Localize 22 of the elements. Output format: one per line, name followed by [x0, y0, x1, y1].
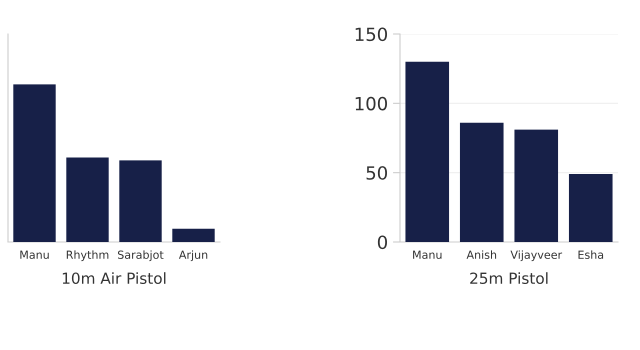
bar	[514, 130, 558, 242]
x-tick-label: Arjun	[178, 250, 208, 262]
y-tick-label: 50	[366, 166, 387, 180]
y-tick-label: 150	[356, 27, 387, 42]
bar	[119, 160, 162, 242]
x-tick-label: Sarabjot	[118, 250, 164, 262]
bar	[568, 174, 613, 242]
bar	[172, 228, 215, 242]
bar	[66, 158, 109, 242]
x-tick-label: Manu	[413, 250, 442, 259]
x-tick-label: Esha	[578, 250, 604, 259]
bar	[13, 84, 56, 242]
x-tick-label: Rhythm	[66, 250, 108, 262]
x-tick-label: Manu	[20, 250, 49, 259]
x-axis-title: 25m Pistol	[470, 272, 548, 284]
bar	[405, 62, 450, 242]
y-tick-label: 0	[378, 235, 387, 250]
bar	[460, 122, 504, 242]
x-tick-label: Anish	[466, 250, 496, 259]
y-tick-label: 100	[356, 96, 387, 110]
x-tick-label: Vijayveer	[510, 250, 562, 262]
x-axis-title: 10m Air Pistol	[62, 272, 166, 284]
